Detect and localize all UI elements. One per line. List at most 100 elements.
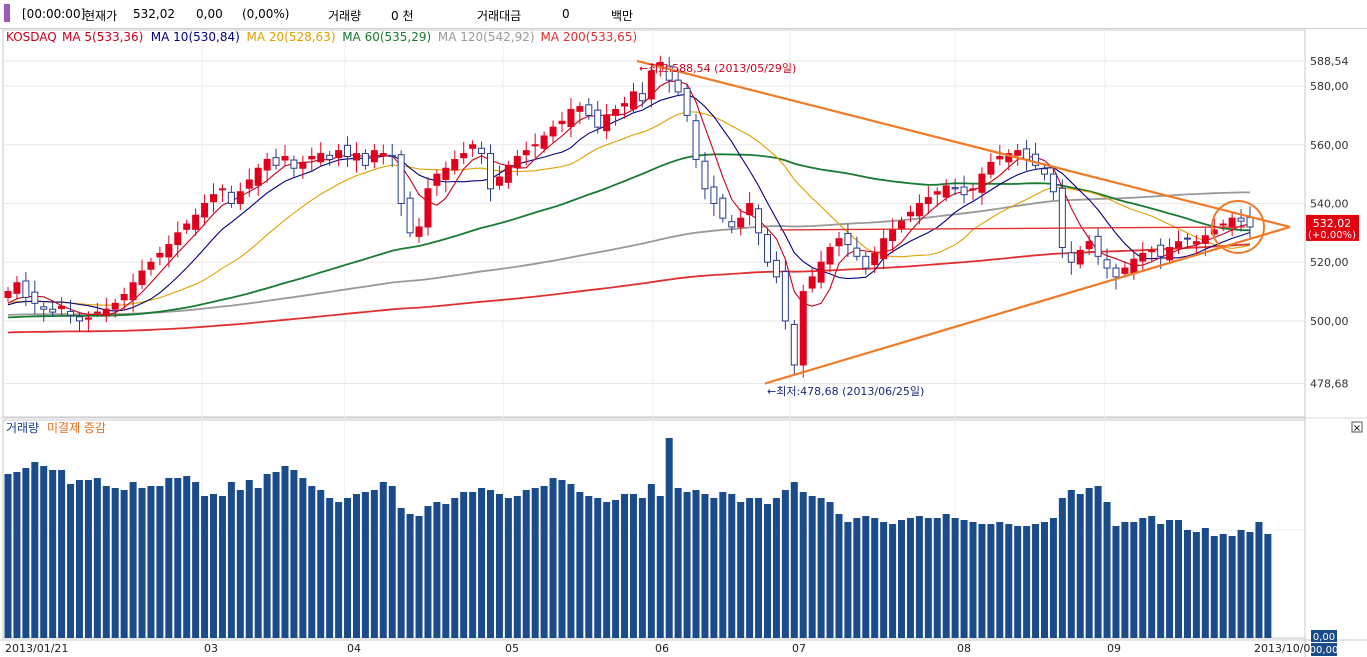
volume-legend-oi: 미결제 증감 [47, 421, 106, 435]
volume-bar [397, 508, 405, 638]
candle-body [772, 259, 780, 278]
candle-body [728, 221, 736, 228]
candle-body [585, 104, 593, 116]
volume-bar [1183, 530, 1191, 638]
candle-body [906, 211, 914, 217]
volume-bar [1139, 518, 1147, 638]
volume-bar [4, 474, 12, 638]
candle-body [451, 158, 459, 171]
volume-bar [1049, 518, 1057, 638]
candle-body [344, 144, 352, 158]
candle-body [406, 197, 414, 234]
candle-body [1014, 150, 1022, 156]
volume-bar [1014, 526, 1022, 638]
volume-bar [799, 492, 807, 638]
volume-bar [504, 498, 512, 638]
candle-body [361, 153, 369, 166]
volume-bar [844, 522, 852, 638]
candle-body [1032, 153, 1040, 166]
volume-bar [245, 480, 253, 638]
volume-bar [889, 524, 897, 638]
candle-body [1166, 247, 1174, 261]
candle-body [522, 150, 530, 156]
candle-body [263, 158, 271, 171]
candle-body [996, 156, 1004, 160]
volume-bar [460, 492, 468, 638]
candle-body [1183, 237, 1191, 240]
volume-bar [915, 516, 923, 638]
x-axis-end-box [1311, 643, 1337, 656]
volume-bar [183, 476, 191, 638]
candle-body [1005, 153, 1013, 163]
candle-body [93, 311, 101, 314]
volume-axis-box-label: 0,00 [1313, 632, 1335, 643]
candle-body [826, 247, 834, 265]
candle-body [692, 120, 700, 160]
legend-index-name: KOSDAQ [6, 30, 57, 44]
volume-bar [1058, 498, 1066, 638]
ma10-line [7, 93, 1251, 312]
toolbar-price: 532,02 [133, 7, 175, 21]
candle-body [218, 188, 226, 191]
candle-body [540, 135, 548, 149]
candle-body [272, 157, 280, 166]
volume-bar [290, 470, 298, 638]
volume-bar [415, 516, 423, 638]
candle-body [40, 306, 48, 310]
x-axis-label: 05 [505, 642, 519, 655]
candle-body [531, 144, 539, 147]
candle-body [799, 291, 807, 366]
volume-bar [540, 486, 548, 638]
candle-body [13, 282, 21, 294]
toolbar-volume-label: 거래량 [328, 9, 362, 23]
candle-body [951, 187, 959, 190]
candle-body [665, 65, 673, 81]
volume-bar [1228, 536, 1236, 638]
volume-bar [22, 468, 30, 638]
candle-body [1085, 241, 1093, 250]
volume-bar [531, 488, 539, 638]
volume-bar [808, 496, 816, 638]
candle-body [978, 173, 986, 193]
candle-body [1058, 187, 1066, 249]
horizontal-support-line [779, 226, 1246, 231]
candle-body [1175, 241, 1183, 249]
volume-bar [1023, 526, 1031, 638]
volume-bar [254, 488, 262, 638]
legend-series: MA 200(533,65) [541, 30, 638, 44]
candle-body [281, 156, 289, 161]
candle-body [817, 261, 825, 283]
candle-body [245, 179, 253, 189]
volume-bar [513, 496, 521, 638]
volume-bar [898, 520, 906, 638]
candle-body [1201, 235, 1209, 244]
chart-background [0, 28, 1367, 657]
candle-body [960, 186, 968, 196]
candle-body [478, 147, 486, 155]
candle-body [290, 159, 298, 169]
volume-bar [683, 492, 691, 638]
candle-body [317, 153, 325, 163]
toolbar-change-pct: (0,00%) [242, 7, 290, 21]
candle-body [737, 217, 745, 228]
volume-bar [1112, 526, 1120, 638]
volume-bar [1237, 530, 1245, 638]
candle-body [138, 270, 146, 286]
volume-bar [201, 496, 209, 638]
legend-series: MA 5(533,36) [62, 30, 143, 44]
toolbar-amount-label: 거래대금 [477, 9, 522, 23]
volume-bar [308, 486, 316, 638]
volume-bar [1085, 488, 1093, 638]
candle-body [889, 229, 897, 241]
x-axis-label: 07 [792, 642, 806, 655]
volume-bar [692, 490, 700, 638]
candle-body [370, 150, 378, 163]
candle-body [156, 252, 164, 258]
candle-body [835, 238, 843, 247]
candle-body [165, 244, 173, 258]
candle-body [969, 188, 977, 191]
toolbar-marker [4, 4, 10, 22]
volume-bar [1076, 494, 1084, 638]
lower-trendline [764, 225, 1291, 385]
volume-bar [746, 498, 754, 638]
